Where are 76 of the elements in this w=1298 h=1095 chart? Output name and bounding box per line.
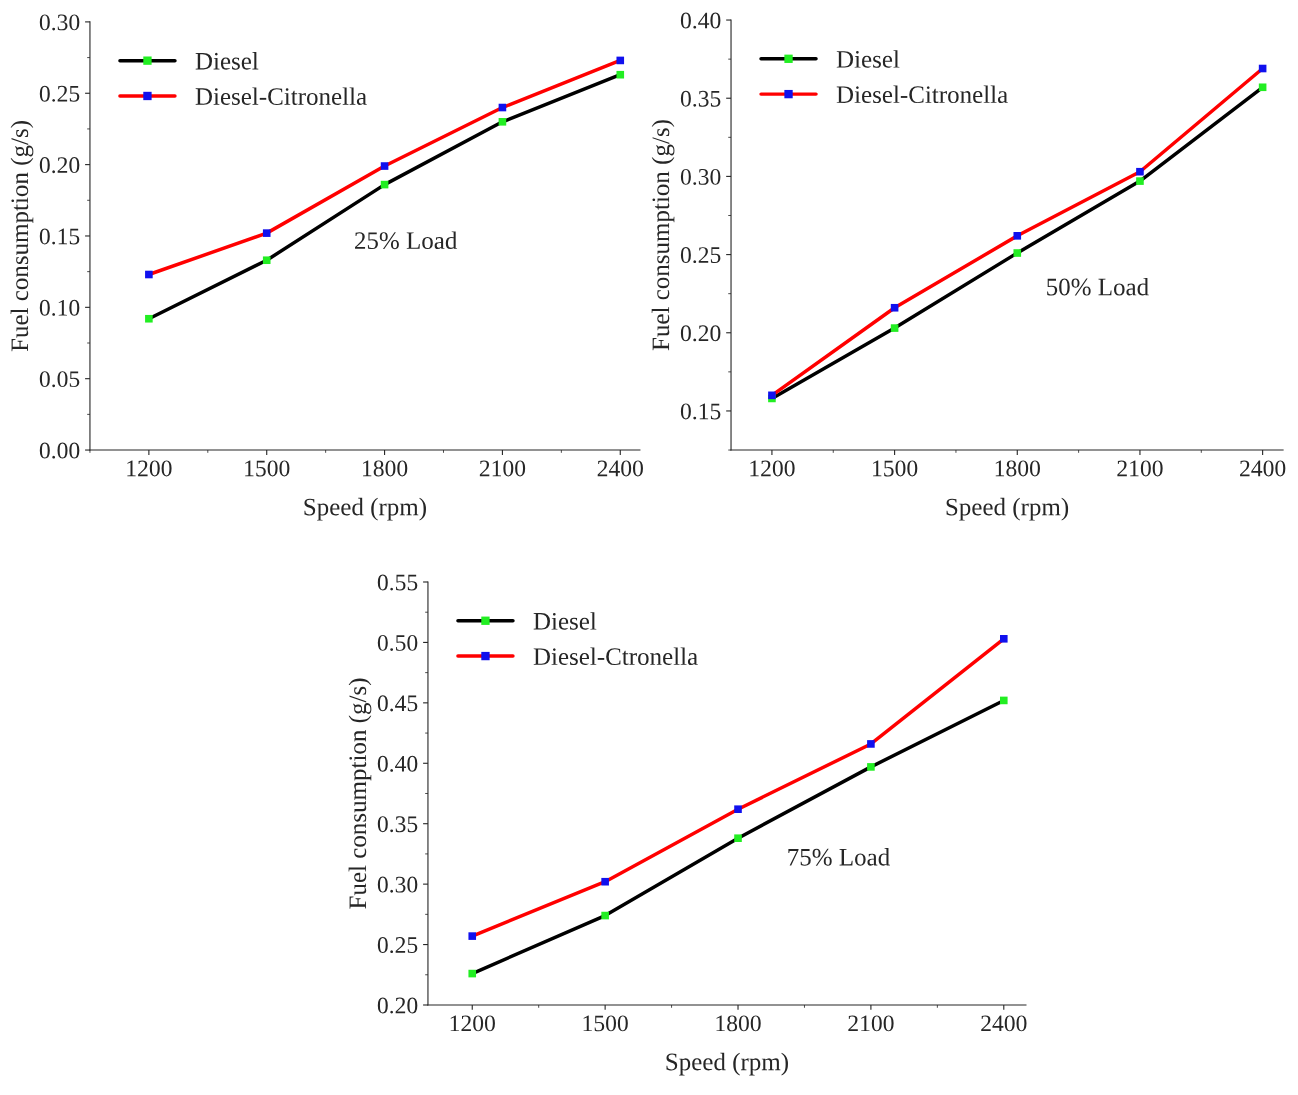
y-tick-label: 0.40 xyxy=(680,12,721,29)
x-tick-label: 1200 xyxy=(450,1015,495,1032)
legend-label: Diesel-Citronella xyxy=(195,87,367,105)
point xyxy=(890,303,899,312)
x-tick-label: 1800 xyxy=(716,1015,761,1032)
y-tick-label: 0.35 xyxy=(680,90,721,107)
y-axis-title: Fuel consumption (g/s) xyxy=(651,120,675,351)
y-tick-label: 0.25 xyxy=(377,937,418,954)
point xyxy=(262,256,271,265)
y-axis-title: Fuel consumption (g/s) xyxy=(10,121,34,352)
y-tick-label: 0.25 xyxy=(39,85,80,102)
point xyxy=(867,763,875,771)
point xyxy=(1136,177,1144,185)
annotation: 50% Load xyxy=(1047,277,1149,296)
annotation: 25% Load xyxy=(355,231,458,250)
point xyxy=(145,270,153,279)
y-tick-label: 0.15 xyxy=(39,228,80,245)
y-tick-label: 0.20 xyxy=(680,325,721,342)
x-tick-label: 2400 xyxy=(597,460,643,477)
y-tick-label: 0.00 xyxy=(39,442,80,459)
y-tick-label: 0.40 xyxy=(377,755,418,772)
legend-label: Diesel-Ctronella xyxy=(533,647,698,666)
point xyxy=(1013,232,1022,240)
x-tick-label: 1500 xyxy=(583,1015,628,1032)
x-tick-label: 1500 xyxy=(245,460,290,477)
point xyxy=(867,740,875,748)
y-tick-label: 0.20 xyxy=(377,997,418,1014)
legend-label: Diesel-Citronella xyxy=(836,85,1008,104)
x-tick-label: 1200 xyxy=(127,460,172,477)
point xyxy=(262,229,271,237)
x-tick-label: 1800 xyxy=(363,460,408,477)
point xyxy=(468,932,477,940)
point xyxy=(145,314,153,323)
annotation: 75% Load xyxy=(788,848,890,866)
x-tick-label: 1800 xyxy=(995,460,1040,477)
point xyxy=(734,834,742,843)
y-tick-label: 0.10 xyxy=(39,299,80,316)
point xyxy=(1013,249,1022,257)
point xyxy=(468,969,477,978)
x-axis-title: Speed (rpm) xyxy=(946,497,1069,521)
y-tick-label: 0.45 xyxy=(377,695,418,712)
y-tick-label: 0.55 xyxy=(377,574,418,591)
x-tick-label: 1200 xyxy=(750,460,795,477)
point xyxy=(1136,167,1144,176)
x-axis-title: Speed (rpm) xyxy=(666,1052,788,1076)
point xyxy=(616,56,625,65)
point xyxy=(601,877,609,886)
y-axis-title: Fuel consumption (g/s) xyxy=(348,678,372,909)
y-tick-label: 0.30 xyxy=(39,14,80,31)
x-tick-label: 2400 xyxy=(981,1015,1027,1032)
y-tick-label: 0.30 xyxy=(377,876,418,893)
y-tick-label: 0.05 xyxy=(39,371,80,388)
x-tick-label: 2100 xyxy=(479,460,526,477)
legend-label: Diesel xyxy=(195,52,259,70)
x-axis-title: Speed (rpm) xyxy=(304,497,426,521)
point xyxy=(380,162,389,170)
point xyxy=(616,70,625,79)
y-tick-label: 0.50 xyxy=(377,634,418,651)
y-tick-label: 0.25 xyxy=(680,247,721,264)
y-tick-label: 0.30 xyxy=(680,168,721,185)
x-tick-label: 1500 xyxy=(873,460,918,477)
legend-label: Diesel xyxy=(533,612,597,630)
y-tick-label: 0.20 xyxy=(39,157,80,174)
x-tick-label: 2400 xyxy=(1240,460,1286,477)
x-tick-label: 2100 xyxy=(848,1015,894,1032)
x-tick-label: 2100 xyxy=(1117,460,1163,477)
y-tick-label: 0.15 xyxy=(680,403,721,420)
y-tick-label: 0.35 xyxy=(377,816,418,833)
point xyxy=(890,324,899,332)
point xyxy=(999,696,1008,705)
point xyxy=(1258,83,1267,92)
point xyxy=(734,805,742,814)
legend-label: Diesel xyxy=(836,50,900,68)
point xyxy=(601,911,609,920)
point xyxy=(498,118,507,126)
point xyxy=(999,634,1008,643)
